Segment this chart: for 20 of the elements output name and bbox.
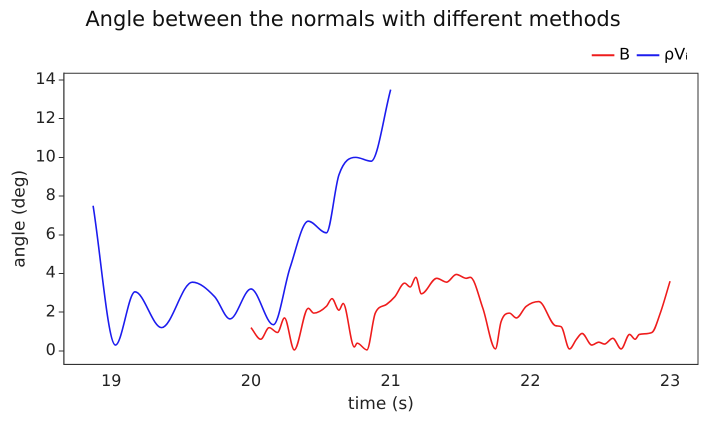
y-tick-label: 0 <box>46 340 56 360</box>
y-tick-label: 4 <box>46 262 56 282</box>
x-tick-label: 19 <box>101 371 122 390</box>
x-tick-label: 20 <box>240 371 262 390</box>
chart-title: Angle between the normals with different methods <box>85 7 621 32</box>
line-series <box>92 88 392 346</box>
y-tick-label: 6 <box>46 224 56 243</box>
legend-label: B <box>619 44 630 64</box>
y-axis-title: angle (deg) <box>10 170 30 268</box>
y-tick-label: 8 <box>46 185 56 204</box>
y-tick-label: 14 <box>35 69 56 88</box>
x-axis-title: time (s) <box>348 394 414 414</box>
line-series <box>250 274 671 351</box>
x-tick-label: 21 <box>380 371 401 390</box>
x-tick-label: 23 <box>660 371 680 390</box>
y-tick-label: 10 <box>35 146 56 166</box>
x-tick-label: 22 <box>520 371 541 390</box>
y-tick-label: 12 <box>35 108 56 127</box>
y-tick-label: 2 <box>46 301 56 320</box>
legend-label: ρVᵢ <box>664 44 688 64</box>
